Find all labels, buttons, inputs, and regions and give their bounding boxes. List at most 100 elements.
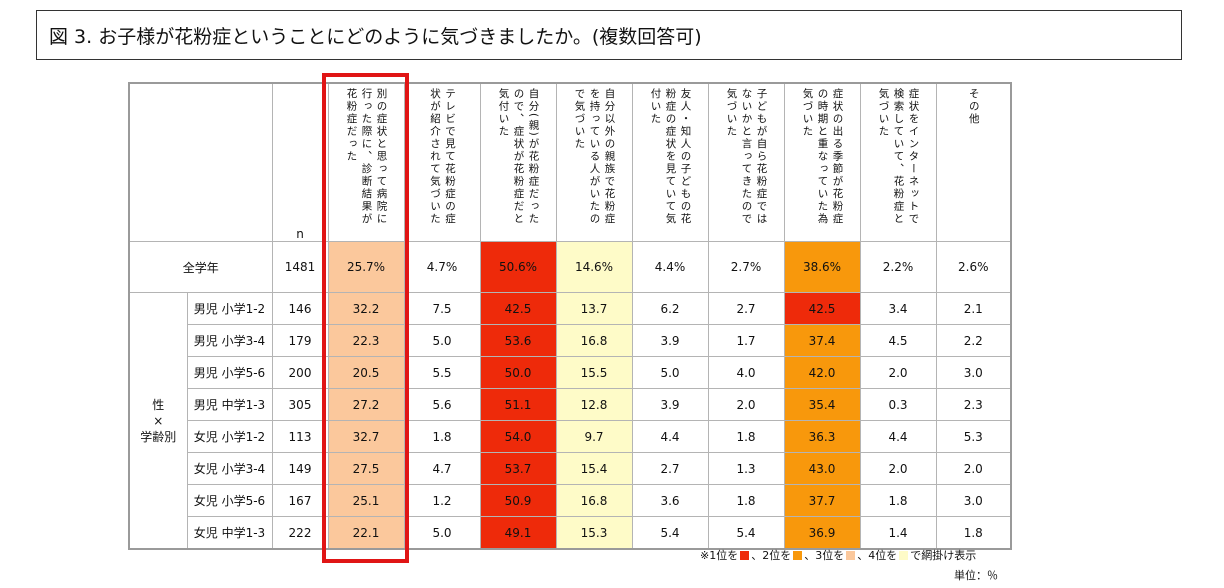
row-n: 149 [271, 452, 329, 485]
row-value: 3.6 [631, 484, 709, 517]
row-value: 51.1 [479, 388, 557, 421]
column-header: 自分以外の親族で花粉症を持っている人がいたので気づいた [555, 82, 633, 242]
row-value: 2.7 [631, 452, 709, 485]
table-row: 女児 小学1-2 113 32.7 1.8 54.0 9.7 4.4 1.8 36.3 4.4 5.… [129, 420, 1012, 453]
row-value: 36.9 [783, 516, 861, 550]
row-label: 女児 小学5-6 [186, 484, 273, 517]
total-value: 4.4% [631, 241, 709, 293]
total-value: 2.7% [707, 241, 785, 293]
row-value: 4.0 [707, 356, 785, 389]
column-header: 症状をインターネットで検索していて、花粉症と気づいた [859, 82, 937, 242]
row-value: 1.4 [859, 516, 937, 550]
table-row: 男児 小学5-6 200 20.5 5.5 50.0 15.5 5.0 4.0 42.0 2.0 3… [129, 356, 1012, 389]
column-header: 子どもが自ら花粉症ではないかと言ってきたので気づいた [707, 82, 785, 242]
column-header-text: その他 [967, 88, 980, 126]
total-value: 25.7% [327, 241, 405, 293]
row-value: 5.3 [935, 420, 1012, 453]
total-value: 38.6% [783, 241, 861, 293]
row-value: 50.0 [479, 356, 557, 389]
row-value: 49.1 [479, 516, 557, 550]
rank1-swatch [740, 550, 750, 560]
row-value: 12.8 [555, 388, 633, 421]
row-value: 15.4 [555, 452, 633, 485]
row-value: 42.5 [479, 292, 557, 325]
row-n: 305 [271, 388, 329, 421]
row-value: 5.0 [403, 516, 481, 550]
row-value: 54.0 [479, 420, 557, 453]
row-value: 13.7 [555, 292, 633, 325]
table-row: 女児 小学5-6 167 25.1 1.2 50.9 16.8 3.6 1.8 37.7 1.8 3… [129, 484, 1012, 517]
row-value: 2.0 [859, 452, 937, 485]
row-value: 15.3 [555, 516, 633, 550]
table-row: 性 × 学齢別 男児 小学1-2 146 32.2 7.5 42.5 13.7 6.2 2.7 42.… [128, 292, 1012, 550]
row-value: 5.5 [403, 356, 481, 389]
row-label: 女児 中学1-3 [186, 516, 273, 550]
total-value: 2.2% [859, 241, 937, 293]
row-value: 43.0 [783, 452, 861, 485]
row-value: 4.7 [403, 452, 481, 485]
total-n: 1481 [271, 241, 329, 293]
row-n: 200 [271, 356, 329, 389]
total-row: 全学年 1481 25.7% 4.7% 50.6% 14.6% 4.4% 2.7% 38.6% 2… [128, 241, 1012, 293]
column-header-text: 自分以外の親族で花粉症を持っている人がいたので気づいた [573, 88, 616, 226]
row-value: 1.8 [403, 420, 481, 453]
total-value: 2.6% [935, 241, 1012, 293]
row-value: 2.1 [935, 292, 1012, 325]
row-value: 4.4 [859, 420, 937, 453]
row-n: 167 [271, 484, 329, 517]
row-value: 6.2 [631, 292, 709, 325]
row-n: 222 [271, 516, 329, 550]
column-header: 友人・知人の子どもの花粉症の症状を見ていて気付いた [631, 82, 709, 242]
column-header-text: 友人・知人の子どもの花粉症の症状を見ていて気付いた [649, 88, 692, 226]
rank2-swatch [793, 550, 803, 560]
row-n: 146 [271, 292, 329, 325]
group-label-line: 性 [152, 397, 165, 412]
row-value: 32.7 [327, 420, 405, 453]
row-value: 37.7 [783, 484, 861, 517]
row-value: 5.6 [403, 388, 481, 421]
row-value: 35.4 [783, 388, 861, 421]
row-value: 16.8 [555, 484, 633, 517]
row-value: 1.7 [707, 324, 785, 357]
row-value: 7.5 [403, 292, 481, 325]
column-header: 症状の出る季節が花粉症の時期と重なっていた為気づいた [783, 82, 861, 242]
table-row: 男児 中学1-3 305 27.2 5.6 51.1 12.8 3.9 2.0 35.4 0.3 2… [129, 388, 1012, 421]
row-value: 3.0 [935, 484, 1012, 517]
table-row: 女児 中学1-3 222 22.1 5.0 49.1 15.3 5.4 5.4 36.9 1.4 1… [129, 516, 1012, 550]
figure-title: 図 3. お子様が花粉症ということにどのように気づきましたか。(複数回答可) [36, 10, 1182, 60]
row-label: 男児 小学3-4 [186, 324, 273, 357]
row-value: 1.8 [707, 484, 785, 517]
total-value: 14.6% [555, 241, 633, 293]
row-value: 2.3 [935, 388, 1012, 421]
column-header-text: 自分(親)が花粉症だったので、症状が花粉症だと気付いた [497, 88, 540, 226]
total-value: 50.6% [479, 241, 557, 293]
row-value: 15.5 [555, 356, 633, 389]
row-value: 36.3 [783, 420, 861, 453]
row-value: 5.0 [631, 356, 709, 389]
column-header-text: 症状の出る季節が花粉症の時期と重なっていた為気づいた [801, 88, 844, 226]
column-header: その他 [935, 82, 1012, 242]
row-value: 3.0 [935, 356, 1012, 389]
row-value: 1.2 [403, 484, 481, 517]
row-label: 女児 小学1-2 [186, 420, 273, 453]
row-value: 2.0 [935, 452, 1012, 485]
column-header-text: 症状をインターネットで検索していて、花粉症と気づいた [877, 88, 920, 226]
row-value: 9.7 [555, 420, 633, 453]
column-header: テレビで見て花粉症の症状が紹介されて気づいた [403, 82, 481, 242]
row-value: 1.8 [935, 516, 1012, 550]
total-label: 全学年 [128, 241, 273, 293]
row-value: 20.5 [327, 356, 405, 389]
n-header: n [271, 82, 329, 242]
row-value: 3.9 [631, 388, 709, 421]
row-value: 42.5 [783, 292, 861, 325]
row-value: 5.4 [707, 516, 785, 550]
row-value: 2.0 [859, 356, 937, 389]
row-value: 53.7 [479, 452, 557, 485]
column-header-text: テレビで見て花粉症の症状が紹介されて気づいた [429, 88, 456, 226]
row-label: 男児 小学5-6 [186, 356, 273, 389]
total-value: 4.7% [403, 241, 481, 293]
header-corner [128, 82, 273, 242]
row-value: 1.3 [707, 452, 785, 485]
column-header: 自分(親)が花粉症だったので、症状が花粉症だと気付いた [479, 82, 557, 242]
group-label: 性 × 学齢別 [128, 292, 188, 550]
